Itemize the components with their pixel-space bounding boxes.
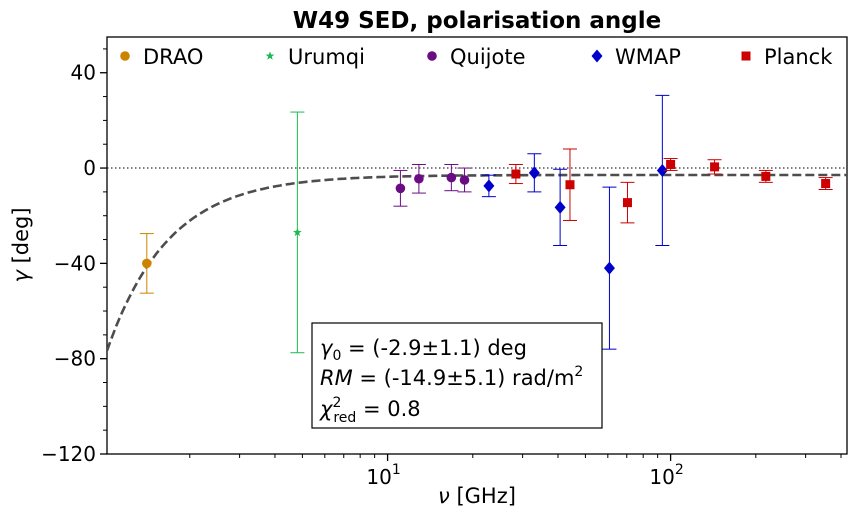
x-axis: 101 102 <box>189 454 842 489</box>
data-point <box>414 173 424 184</box>
y-tick-label: −80 <box>54 347 96 371</box>
legend-marker <box>265 51 275 60</box>
data-point <box>528 166 540 180</box>
data-point <box>446 172 457 183</box>
legend: DRAO Urumqi Quijote WMAP Planck <box>120 45 833 69</box>
gamma0-result: γ0 = (-2.9±1.1) deg <box>320 336 527 364</box>
gamma0-symbol: γ <box>320 336 334 360</box>
y-axis-label: γ [deg] <box>9 207 33 282</box>
legend-label: DRAO <box>143 45 203 69</box>
legend-label: WMAP <box>615 45 681 69</box>
data-point <box>622 198 632 208</box>
legend-item-quijote: Quijote <box>427 45 526 69</box>
chi2-value: = 0.8 <box>356 397 420 421</box>
data-point <box>141 258 152 269</box>
data-point <box>603 261 615 275</box>
model-fit-curve <box>107 173 847 352</box>
x-tick-base: 10 <box>649 465 674 489</box>
y-axis-label-symbol: γ <box>9 269 33 283</box>
legend-label: Urumqi <box>288 45 365 69</box>
legend-marker <box>120 51 130 61</box>
x-tick-label: 102 <box>649 462 683 489</box>
legend-marker <box>591 49 603 63</box>
y-tick-label: 0 <box>83 156 96 180</box>
y-axis-label-unit: [deg] <box>9 207 33 263</box>
series-urumqi <box>290 111 305 354</box>
chi2-result: χ2 red = 0.8 <box>319 395 421 426</box>
legend-item-urumqi: Urumqi <box>265 45 365 69</box>
data-series <box>139 94 833 354</box>
rm-unit-superscript: 2 <box>574 364 583 380</box>
legend-item-planck: Planck <box>741 45 833 69</box>
rm-result: RM = (-14.9±5.1) rad/m2 <box>320 364 583 390</box>
data-point <box>395 183 406 194</box>
x-axis-label-unit: [GHz] <box>456 484 515 508</box>
data-point <box>565 180 575 190</box>
x-axis-label: ν [GHz] <box>438 484 516 508</box>
legend-marker <box>741 51 751 61</box>
data-point <box>554 200 566 214</box>
y-tick-label: 40 <box>71 61 96 85</box>
series-drao <box>139 233 154 294</box>
legend-label: Planck <box>764 45 833 69</box>
rm-value: = (-14.9±5.1) rad/m <box>353 366 575 390</box>
x-tick-base: 10 <box>366 465 391 489</box>
gamma0-subscript: 0 <box>332 348 341 364</box>
chi2-symbol: χ <box>319 397 334 421</box>
legend-item-drao: DRAO <box>120 45 203 69</box>
data-point <box>821 179 831 189</box>
gamma0-value: = (-2.9±1.1) deg <box>341 336 527 360</box>
y-tick-label: −120 <box>41 442 96 466</box>
data-point <box>459 175 470 185</box>
series-planck <box>508 148 833 224</box>
data-point <box>666 159 676 169</box>
data-point <box>656 163 668 177</box>
rm-symbol: RM <box>320 366 353 390</box>
chart-title: W49 SED, polarisation angle <box>293 8 662 34</box>
model-curve-group <box>107 173 847 352</box>
legend-item-wmap: WMAP <box>591 45 681 69</box>
chi2-superscript: 2 <box>332 395 341 411</box>
data-point <box>293 227 302 237</box>
legend-label: Quijote <box>450 45 526 69</box>
x-tick-label: 101 <box>366 462 400 489</box>
x-axis-label-symbol: ν <box>438 484 450 508</box>
y-axis: 40 0 −40 −80 −120 <box>41 48 107 466</box>
series-wmap <box>481 94 670 350</box>
chi2-subscript: red <box>333 410 356 426</box>
x-tick-exponent: 1 <box>392 462 401 478</box>
legend-marker <box>427 51 437 61</box>
x-tick-exponent: 2 <box>675 462 684 478</box>
data-point <box>511 169 521 179</box>
fit-results-frame <box>311 322 603 429</box>
data-point <box>761 171 771 181</box>
series-quijote <box>393 163 472 207</box>
fit-results-box: γ0 = (-2.9±1.1) deg RM = (-14.9±5.1) rad… <box>311 322 603 429</box>
y-tick-label: −40 <box>54 251 96 275</box>
data-point <box>710 162 720 172</box>
data-point <box>483 179 495 193</box>
